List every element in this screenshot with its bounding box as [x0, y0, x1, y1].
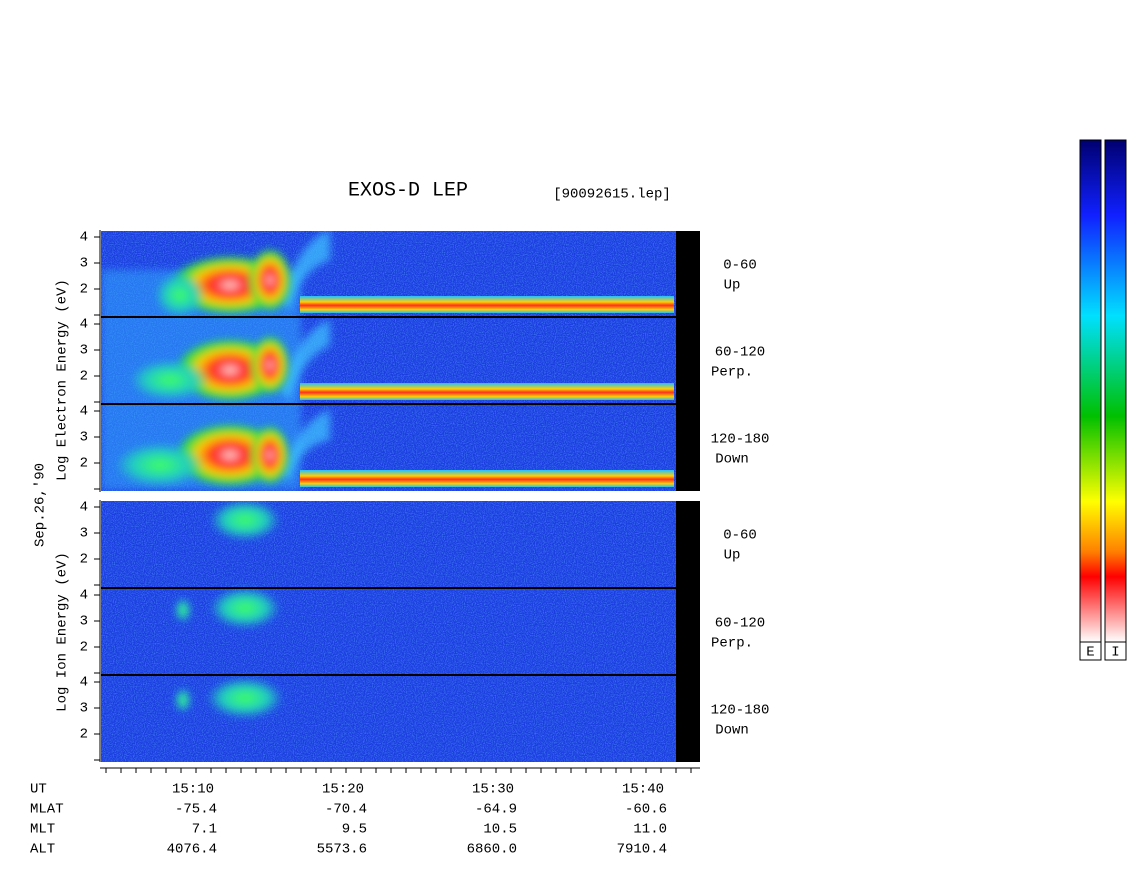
title: EXOS-D LEP	[348, 179, 468, 202]
colorbar-label: I	[1111, 645, 1119, 661]
cell: 4076.4	[167, 842, 217, 858]
row-label: ALT	[30, 842, 55, 858]
cell: 15:20	[322, 782, 364, 798]
y-tick-label: 3	[80, 430, 88, 446]
cell: 15:10	[172, 782, 214, 798]
y-tick-label: 2	[80, 369, 88, 385]
panel-angle: 60-120	[715, 345, 765, 361]
cell: -64.9	[475, 802, 517, 818]
colorbar-label: E	[1086, 645, 1094, 661]
y-tick-label: 4	[80, 230, 88, 246]
cell: 5573.6	[317, 842, 367, 858]
electron-axis-label: Log Electron Energy (eV)	[55, 279, 71, 481]
cell: -70.4	[325, 802, 367, 818]
colorbars	[1079, 139, 1127, 661]
cell: 15:40	[622, 782, 664, 798]
cell: 11.0	[633, 822, 667, 838]
y-tick-label: 4	[80, 317, 88, 333]
panel-direction: Up	[724, 278, 741, 294]
spectrogram-images	[99, 230, 700, 769]
ion-axis-label: Log Ion Energy (eV)	[55, 552, 71, 712]
y-tick-label: 3	[80, 701, 88, 717]
panel-angle: 120-180	[711, 703, 770, 719]
panel-direction: Up	[724, 548, 741, 564]
cell: -60.6	[625, 802, 667, 818]
y-tick-label: 4	[80, 500, 88, 516]
y-tick-label: 3	[80, 256, 88, 272]
row-label: UT	[30, 782, 47, 798]
cell: 15:30	[472, 782, 514, 798]
cell: 6860.0	[467, 842, 517, 858]
cell: 7.1	[192, 822, 217, 838]
y-tick-label: 2	[80, 552, 88, 568]
cell: 9.5	[342, 822, 367, 838]
row-label: MLT	[30, 822, 55, 838]
y-tick-label: 4	[80, 404, 88, 420]
row-label: MLAT	[30, 802, 64, 818]
panel-angle: 120-180	[711, 432, 770, 448]
panel-direction: Down	[715, 723, 749, 739]
file-name: [90092615.lep]	[553, 187, 671, 203]
panel-angle: 0-60	[723, 528, 757, 544]
y-tick-label: 2	[80, 456, 88, 472]
date-label: Sep.26,'90	[33, 463, 49, 547]
y-tick-label: 2	[80, 727, 88, 743]
y-tick-label: 3	[80, 343, 88, 359]
y-tick-label: 3	[80, 614, 88, 630]
panel-direction: Perp.	[711, 365, 753, 381]
panel-angle: 0-60	[723, 258, 757, 274]
cell: -75.4	[175, 802, 217, 818]
panel-direction: Down	[715, 452, 749, 468]
cell: 7910.4	[617, 842, 667, 858]
panel-direction: Perp.	[711, 636, 753, 652]
y-tick-label: 2	[80, 282, 88, 298]
y-tick-label: 3	[80, 526, 88, 542]
y-tick-label: 4	[80, 675, 88, 691]
y-tick-label: 4	[80, 588, 88, 604]
y-tick-label: 2	[80, 640, 88, 656]
cell: 10.5	[483, 822, 517, 838]
panel-angle: 60-120	[715, 616, 765, 632]
